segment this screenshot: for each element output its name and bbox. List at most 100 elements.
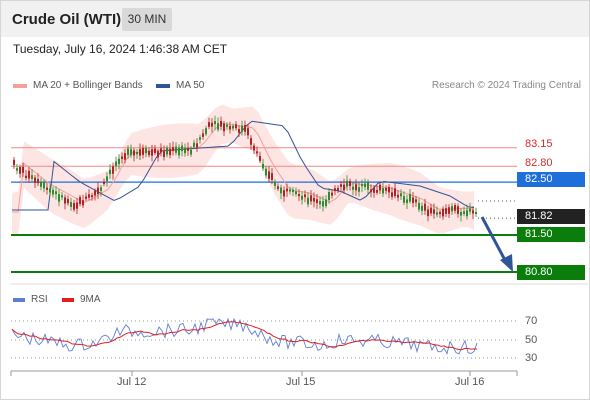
candle-body	[226, 124, 228, 127]
candle-body	[331, 192, 333, 196]
candle-body	[133, 150, 135, 156]
candle-body	[178, 147, 180, 156]
candle-body	[442, 208, 444, 217]
candle-body	[298, 193, 300, 197]
candle-body	[391, 192, 393, 197]
candle-body	[451, 206, 453, 212]
candle-body	[319, 201, 321, 205]
candle-body	[304, 194, 306, 198]
candle-body	[358, 187, 360, 192]
candle-body	[457, 206, 459, 214]
candle-body	[436, 212, 438, 215]
candle-body	[460, 211, 462, 216]
candle-body	[316, 199, 318, 204]
candle-body	[469, 208, 471, 212]
header-bar: Crude Oil (WTI) 30 MIN	[1, 1, 589, 37]
level-label-80-80: 80.80	[517, 265, 585, 280]
rsi-legend-label: RSI	[31, 294, 48, 305]
candle-body	[259, 155, 261, 161]
candle-body	[325, 199, 327, 207]
candle-body	[88, 194, 90, 198]
candle-body	[151, 149, 153, 156]
candle-body	[172, 147, 174, 152]
candle-body	[85, 196, 87, 199]
timestamp: Tuesday, July 16, 2024 1:46:38 AM CET	[13, 42, 228, 56]
candle-body	[301, 195, 303, 200]
candle-body	[388, 186, 390, 193]
candle-body	[19, 167, 21, 174]
candle-body	[28, 170, 30, 179]
rsi-legend-rsi: RSI	[13, 294, 48, 305]
candle-body	[46, 187, 48, 190]
rsi-level-70: 70	[525, 315, 538, 327]
candle-body	[262, 163, 264, 169]
candle-body	[223, 123, 225, 132]
candle-body	[385, 188, 387, 191]
candle-body	[58, 194, 60, 202]
candle-body	[379, 184, 381, 191]
candle-body	[382, 188, 384, 194]
candle-body	[373, 187, 375, 193]
legend-ma20-label: MA 20 + Bollinger Bands	[33, 80, 143, 91]
candle-body	[241, 125, 243, 132]
candle-body	[49, 188, 51, 193]
ma20-swatch	[13, 83, 27, 88]
candle-body	[163, 151, 165, 158]
candle-body	[403, 196, 405, 203]
candle-body	[148, 150, 150, 156]
candle-body	[364, 183, 366, 188]
candle-body	[37, 179, 39, 184]
candle-body	[94, 190, 96, 196]
candle-body	[415, 199, 417, 203]
candle-body	[376, 189, 378, 193]
timeframe-button[interactable]: 30 MIN	[122, 8, 172, 31]
candle-body	[217, 123, 219, 130]
candle-body	[271, 173, 273, 180]
bollinger-band	[12, 104, 474, 235]
candle-body	[247, 128, 249, 136]
candle-body	[265, 168, 267, 176]
rsi-legend-ma: 9MA	[62, 294, 101, 305]
candle-body	[445, 208, 447, 214]
candle-body	[313, 198, 315, 202]
candle-body	[118, 158, 120, 165]
candle-body	[289, 189, 291, 192]
candle-body	[454, 205, 456, 211]
candle-body	[127, 148, 129, 155]
candle-body	[40, 182, 42, 187]
candle-body	[196, 143, 198, 148]
candle-body	[124, 153, 126, 160]
candle-body	[214, 121, 216, 125]
candle-body	[76, 202, 78, 209]
candle-body	[340, 184, 342, 187]
candle-body	[367, 182, 369, 190]
candle-body	[406, 199, 408, 204]
candle-body	[448, 207, 450, 214]
candle-body	[322, 201, 324, 207]
candle-body	[184, 147, 186, 154]
candle-body	[424, 203, 426, 211]
candle-body	[91, 195, 93, 198]
candle-body	[70, 202, 72, 207]
candle-body	[139, 149, 141, 156]
candle-body	[229, 125, 231, 130]
candle-body	[295, 191, 297, 195]
candle-body	[370, 189, 372, 193]
rsi-swatch	[13, 297, 25, 302]
candle-body	[268, 171, 270, 179]
candle-body	[235, 124, 237, 129]
candle-body	[400, 193, 402, 197]
candle-body	[160, 148, 162, 153]
candle-body	[13, 159, 15, 166]
x-axis-layer	[10, 370, 518, 376]
candle-body	[352, 186, 354, 190]
rsi-level-30: 30	[525, 352, 538, 364]
candle-body	[73, 202, 75, 210]
candle-body	[397, 194, 399, 198]
candle-body	[283, 190, 285, 197]
legend-ma50-label: MA 50	[176, 80, 205, 91]
candle-body	[328, 192, 330, 200]
candle-body	[64, 197, 66, 204]
candle-body	[97, 187, 99, 195]
